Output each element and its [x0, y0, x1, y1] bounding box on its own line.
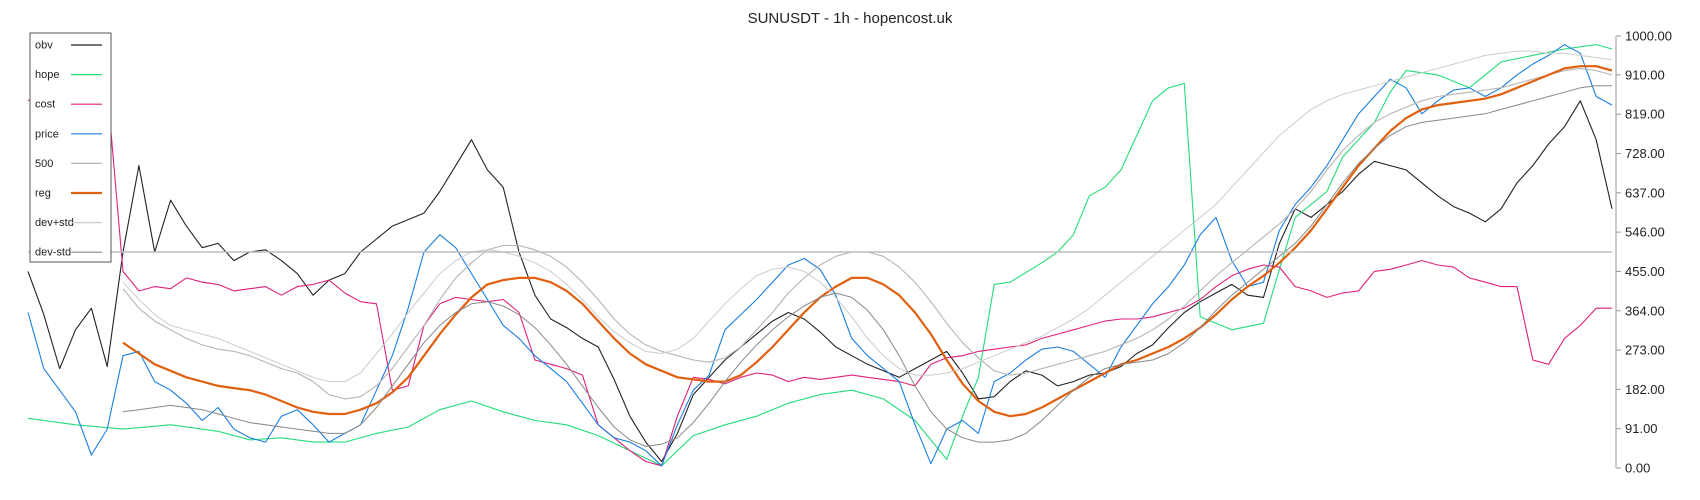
- y-tick-label: 728.00: [1625, 146, 1665, 161]
- y-tick-label: 273.00: [1625, 343, 1665, 358]
- y-tick-label: 546.00: [1625, 225, 1665, 240]
- y-tick-label: 1000.00: [1625, 29, 1672, 44]
- y-tick-label: 455.00: [1625, 264, 1665, 279]
- series-line-dev-std: [122, 50, 1613, 383]
- series-line-price: [27, 44, 1613, 467]
- legend-label: hope: [35, 69, 59, 81]
- series-line-obv: [27, 100, 1613, 463]
- y-tick-label: 637.00: [1625, 185, 1665, 200]
- legend-label: obv: [35, 40, 53, 52]
- legend-label: 500: [35, 158, 53, 170]
- chart-title: SUNUSDT - 1h - hopencost.uk: [747, 10, 953, 27]
- legend-label: cost: [35, 99, 55, 111]
- legend-label: dev-std: [35, 247, 71, 259]
- series-line-hope: [27, 44, 1613, 467]
- series-line-500: [122, 67, 1613, 400]
- legend: obv hope cost price 500 reg dev+std dev-std: [29, 32, 112, 263]
- legend-label: reg: [35, 188, 51, 200]
- series-line-reg: [122, 65, 1613, 418]
- series-line-cost: [27, 87, 1612, 467]
- y-tick-label: 0.00: [1625, 461, 1650, 476]
- y-tick-label: 819.00: [1625, 107, 1665, 122]
- y-tick-label: 910.00: [1625, 67, 1665, 82]
- y-tick-label: 364.00: [1625, 303, 1665, 318]
- y-tick-label: 91.00: [1625, 421, 1658, 436]
- legend-label: price: [35, 128, 59, 140]
- y-tick-label: 182.00: [1625, 382, 1665, 397]
- legend-box: [29, 32, 112, 263]
- y-axis: 0.00 91.00 182.00 273.00 364.00 455.00 546.00 6…: [1615, 29, 1672, 476]
- legend-label: dev+std: [35, 217, 74, 229]
- series-line-dev-std: [122, 85, 1612, 447]
- series-layer: [27, 44, 1613, 467]
